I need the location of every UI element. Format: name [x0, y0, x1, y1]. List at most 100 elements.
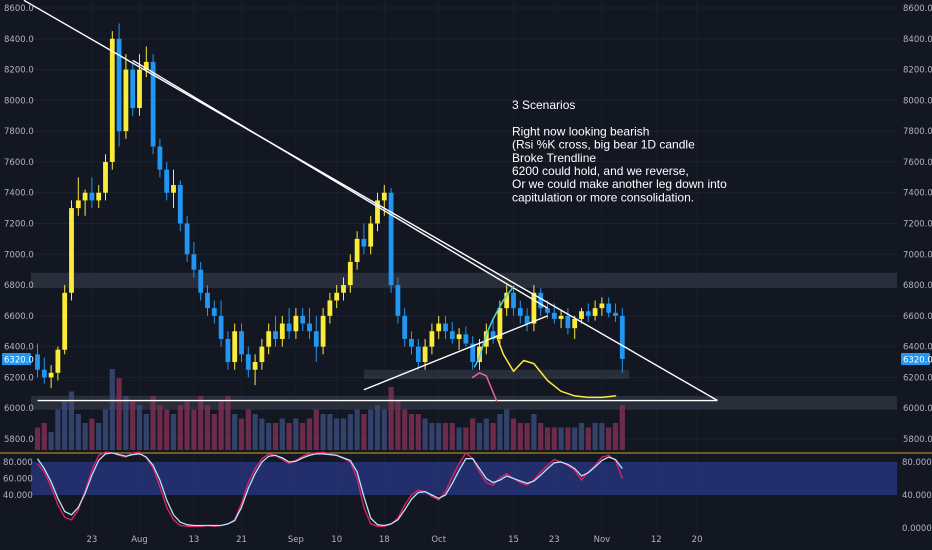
volume-bar [388, 387, 394, 450]
candle [123, 54, 129, 139]
volume-bar [517, 423, 523, 450]
note-line: (Rsi %K cross, big bear 1D candle [512, 138, 695, 152]
candle [619, 308, 625, 373]
candle-body [477, 346, 482, 363]
volume-bar [572, 427, 578, 450]
candle [130, 61, 136, 116]
volume-bar [449, 423, 455, 450]
stoch-tick-label-right: 40.0000 [902, 491, 932, 501]
x-tick-label: Nov [594, 535, 611, 545]
note-line: 6200 could hold, and we reverse, [512, 164, 689, 178]
candle [232, 323, 238, 370]
candle-body [293, 315, 299, 332]
candle-body [109, 38, 115, 162]
descending-trendline [23, 0, 718, 402]
volume-bar [334, 418, 340, 450]
candle [558, 309, 564, 329]
volume-bar [456, 427, 462, 450]
volume-bar [41, 423, 47, 450]
y-tick-label-right: 6400.0 [903, 343, 932, 353]
volume-bar [211, 414, 217, 450]
candle [531, 285, 537, 332]
candle [245, 346, 251, 378]
candle-body [89, 192, 95, 201]
candle [470, 335, 476, 370]
volume-bar [368, 409, 374, 450]
candle-body [232, 331, 238, 363]
volume-bar [340, 418, 347, 450]
candle-body [62, 292, 68, 350]
candle [218, 300, 224, 347]
candle-body [375, 200, 380, 224]
volume-bar [402, 409, 408, 450]
volume-bar [143, 414, 149, 450]
candle [599, 297, 605, 316]
candle-body [524, 315, 530, 324]
volume-bar [361, 414, 367, 450]
y-tick-label-right: 6000.0 [903, 404, 932, 414]
volume-bar [34, 427, 41, 450]
volume-bar [184, 400, 190, 450]
candle-body [449, 331, 455, 339]
candle [327, 292, 333, 324]
candle-body [273, 331, 278, 339]
volume-bar [490, 423, 496, 450]
candle-body [565, 315, 571, 329]
candle [35, 343, 40, 378]
candle-body [572, 318, 578, 329]
candle [490, 318, 496, 344]
zones [31, 272, 897, 410]
candle-body [388, 192, 394, 286]
candle-body [320, 315, 326, 347]
candle [545, 300, 550, 319]
x-tick-label: 12 [651, 535, 662, 545]
candle [103, 154, 108, 201]
volume-bar [191, 409, 197, 450]
candle-body [483, 331, 489, 347]
candle [409, 331, 414, 355]
candle-body [538, 292, 544, 309]
candle-body [422, 346, 428, 363]
price-axis-left: 8600.0 8400.0 8200.0 8000.0 7800.0 7600.0 7400… [4, 4, 34, 445]
candle-body [511, 292, 516, 309]
candle-body [599, 303, 605, 309]
candle-body [239, 331, 244, 355]
volume-bar [524, 423, 530, 450]
stoch-tick-label-left: 40.000 [3, 491, 33, 501]
y-tick-label-right: 8000.0 [903, 96, 932, 106]
volume-bar [531, 414, 537, 450]
candle-body [347, 261, 353, 286]
candle [483, 323, 489, 355]
candle [517, 300, 523, 324]
volume-bar [123, 396, 129, 450]
stoch-tick-label-left: 80.000 [3, 458, 33, 468]
candle [613, 303, 618, 323]
candle [511, 288, 516, 316]
volume-bar [300, 423, 306, 450]
volume-bar [415, 414, 421, 450]
candle [259, 338, 265, 370]
candle [89, 177, 95, 209]
volume-bar [177, 405, 183, 450]
candle [75, 177, 81, 216]
candle [171, 169, 176, 209]
support-zone [31, 395, 897, 410]
candle [341, 277, 346, 301]
candle [48, 365, 54, 389]
candle [177, 180, 183, 232]
y-tick-label-right: 7400.0 [903, 189, 932, 199]
price-axis-right: 8600.0 8400.0 8200.0 8000.0 7800.0 7600.0 7400… [903, 4, 932, 445]
candle-body [558, 315, 564, 319]
volume-bar [606, 427, 612, 450]
candle [477, 338, 482, 370]
scenario-down-path [471, 372, 498, 402]
candle-body [381, 192, 387, 201]
stoch-rsi-lines [36, 451, 623, 528]
candle-body [259, 346, 265, 363]
volume-bar [504, 409, 510, 450]
y-tick-label-left: 7800.0 [4, 127, 34, 137]
candle-body [585, 311, 591, 316]
candle-body [82, 192, 88, 201]
x-tick-label: Sep [288, 535, 304, 545]
candle [592, 300, 598, 321]
